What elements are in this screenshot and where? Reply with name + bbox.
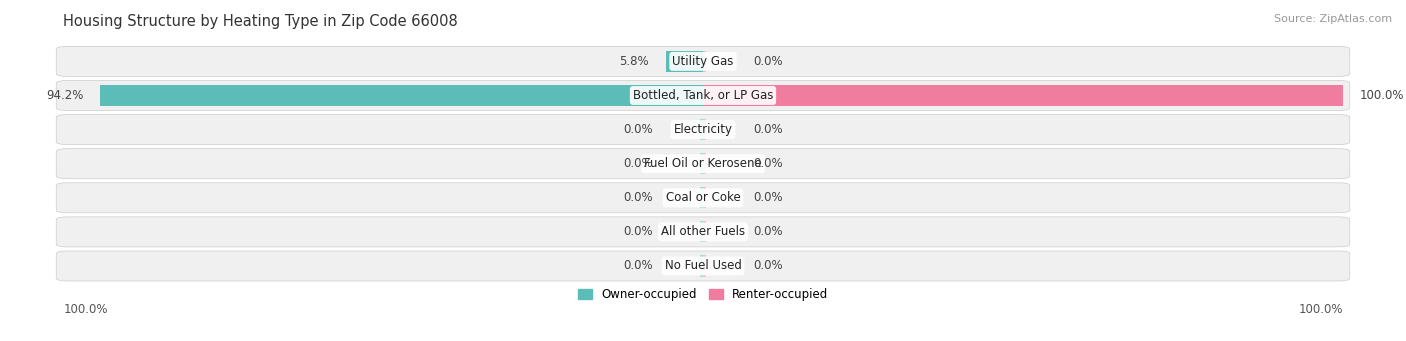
Text: 0.0%: 0.0% (754, 225, 783, 238)
Bar (666, 51, 703, 72)
Bar (703, 51, 706, 72)
FancyBboxPatch shape (56, 217, 1350, 247)
Text: 0.0%: 0.0% (623, 123, 652, 136)
Bar (700, 119, 703, 140)
Text: 0.0%: 0.0% (623, 157, 652, 170)
Text: Source: ZipAtlas.com: Source: ZipAtlas.com (1274, 14, 1392, 24)
FancyBboxPatch shape (56, 115, 1350, 145)
FancyBboxPatch shape (56, 183, 1350, 213)
FancyBboxPatch shape (56, 251, 1350, 281)
Text: 0.0%: 0.0% (754, 191, 783, 204)
FancyBboxPatch shape (56, 46, 1350, 76)
Text: 0.0%: 0.0% (754, 260, 783, 272)
Legend: Owner-occupied, Renter-occupied: Owner-occupied, Renter-occupied (578, 288, 828, 301)
Text: Fuel Oil or Kerosene: Fuel Oil or Kerosene (644, 157, 762, 170)
Bar (700, 221, 703, 242)
Text: 0.0%: 0.0% (754, 123, 783, 136)
Text: 94.2%: 94.2% (46, 89, 83, 102)
Bar (703, 187, 706, 208)
FancyBboxPatch shape (56, 80, 1350, 110)
Text: Coal or Coke: Coal or Coke (665, 191, 741, 204)
Bar (703, 221, 706, 242)
Text: No Fuel Used: No Fuel Used (665, 260, 741, 272)
Text: Electricity: Electricity (673, 123, 733, 136)
Text: 5.8%: 5.8% (620, 55, 650, 68)
Text: Housing Structure by Heating Type in Zip Code 66008: Housing Structure by Heating Type in Zip… (63, 14, 458, 29)
FancyBboxPatch shape (56, 149, 1350, 179)
Bar (703, 255, 706, 277)
Text: 0.0%: 0.0% (754, 55, 783, 68)
Text: 0.0%: 0.0% (623, 191, 652, 204)
Text: 100.0%: 100.0% (63, 303, 108, 316)
Bar (100, 85, 703, 106)
Text: All other Fuels: All other Fuels (661, 225, 745, 238)
Text: 0.0%: 0.0% (754, 157, 783, 170)
Bar (700, 187, 703, 208)
Bar (700, 153, 703, 174)
Bar (700, 255, 703, 277)
Text: 0.0%: 0.0% (623, 260, 652, 272)
Text: Bottled, Tank, or LP Gas: Bottled, Tank, or LP Gas (633, 89, 773, 102)
Text: 0.0%: 0.0% (623, 225, 652, 238)
Text: 100.0%: 100.0% (1360, 89, 1405, 102)
Text: Utility Gas: Utility Gas (672, 55, 734, 68)
Bar (703, 119, 706, 140)
Text: 100.0%: 100.0% (1298, 303, 1343, 316)
Bar (703, 153, 706, 174)
Bar (703, 85, 1343, 106)
